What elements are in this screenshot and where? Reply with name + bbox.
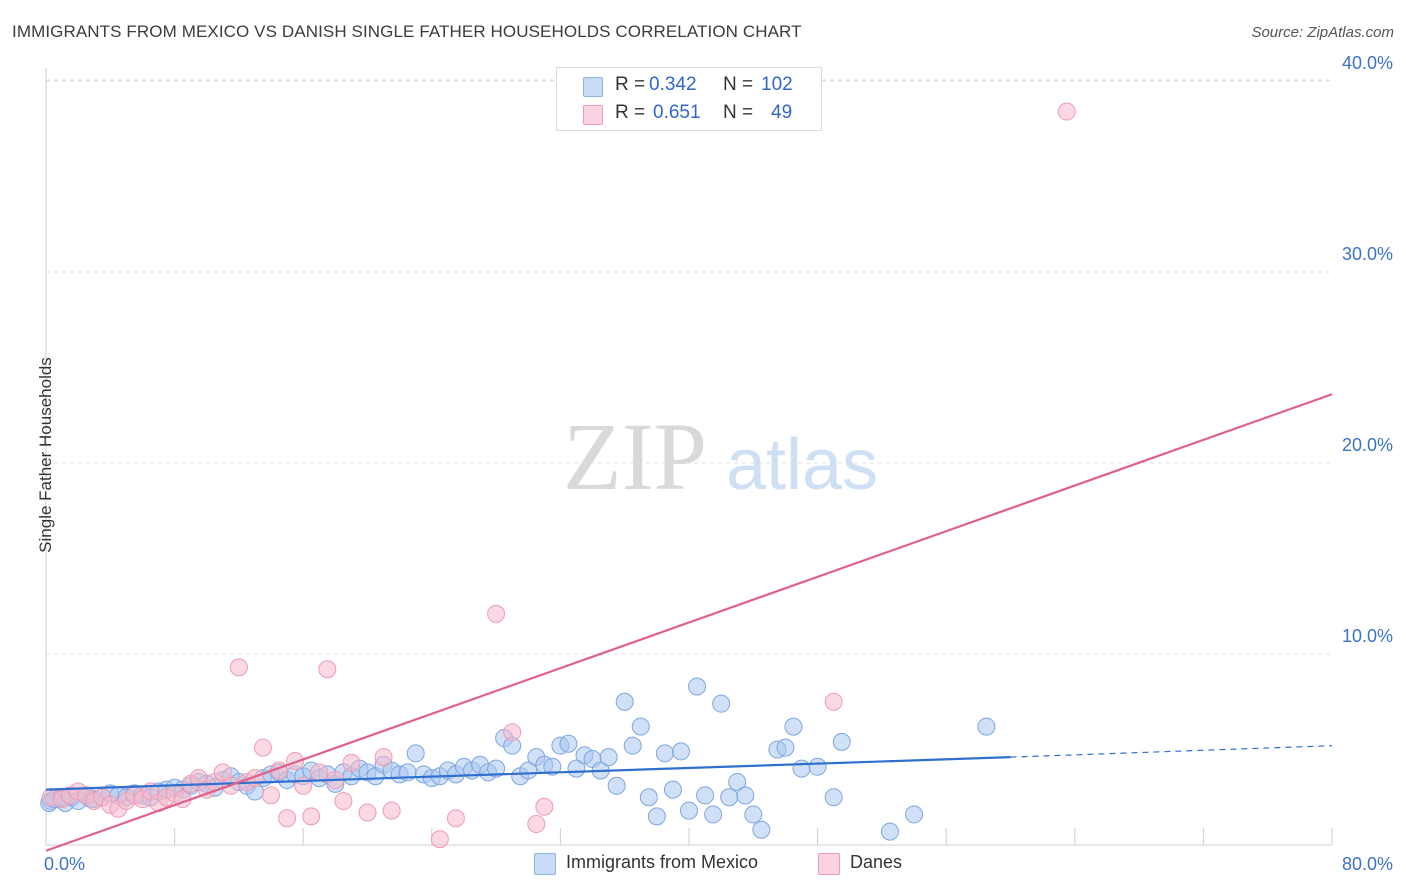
danes-point [1057, 102, 1076, 121]
y-tick-label: 20.0% [1342, 435, 1393, 455]
source-label: Source: ZipAtlas.com [1251, 24, 1394, 41]
danes-point [446, 809, 465, 828]
danes-point [254, 738, 273, 757]
stats-r-label: R = [615, 102, 646, 123]
danes-point [358, 803, 377, 822]
danes-point [334, 792, 353, 811]
legend-label-danes: Danes [850, 852, 903, 872]
x-tick-label: 0.0% [44, 854, 85, 874]
mexico-point [623, 736, 642, 755]
danes-point [503, 723, 522, 742]
danes-point [302, 807, 321, 826]
mexico-point [696, 786, 715, 805]
mexico-point [599, 748, 618, 767]
x-tick-label: 80.0% [1342, 854, 1393, 874]
danes-point [487, 604, 506, 623]
mexico-point [631, 717, 650, 736]
danes-point [213, 763, 232, 782]
mexico-point [543, 757, 562, 776]
mexico-point [559, 734, 578, 753]
mexico-point [977, 717, 996, 736]
stats-n-value: 49 [771, 102, 793, 123]
tick-labels: 10.0% 20.0% 30.0% 40.0% 0.0% 80.0% [44, 53, 1393, 874]
stats-r-value: 0.651 [653, 102, 701, 123]
mexico-point [905, 805, 924, 824]
danes-point [278, 809, 297, 828]
grid-lines [46, 79, 1332, 655]
mexico-point [647, 807, 666, 826]
stats-n-label: N = [723, 102, 754, 123]
mexico-point [792, 759, 811, 778]
legend-swatch-mexico [534, 853, 556, 875]
mexico-point [776, 738, 795, 757]
danes-point [229, 658, 248, 677]
mexico-point [744, 805, 763, 824]
mexico-point [736, 786, 755, 805]
mexico-point [784, 717, 803, 736]
chart-title: IMMIGRANTS FROM MEXICO VS DANISH SINGLE … [12, 22, 802, 41]
axes [45, 68, 1333, 846]
mexico-point [704, 805, 723, 824]
mexico-point [487, 759, 506, 778]
danes-point [535, 797, 554, 816]
mexico-point [720, 788, 739, 807]
mexico-trend-extension [1010, 745, 1333, 758]
mexico-point [832, 732, 851, 751]
watermark: ZIP atlas [563, 403, 878, 510]
danes-point [286, 751, 305, 770]
mexico-trend-line [45, 756, 1011, 791]
legend-swatch-danes [818, 853, 840, 875]
legend-label-mexico: Immigrants from Mexico [566, 852, 759, 872]
trend-lines [45, 393, 1333, 852]
mexico-point [607, 776, 626, 795]
mexico-point [712, 694, 731, 713]
data-points [40, 102, 1076, 849]
mexico-point [671, 742, 690, 761]
mexico-point [639, 788, 658, 807]
mexico-point [752, 820, 771, 839]
y-tick-label: 10.0% [1342, 626, 1393, 646]
mexico-point [406, 744, 425, 763]
watermark-zip: ZIP [563, 403, 707, 510]
stats-swatch-danes [583, 105, 603, 125]
mexico-point [824, 788, 843, 807]
mexico-point [728, 772, 747, 791]
y-axis-label: Single Father Households [36, 357, 55, 553]
stats-swatch-mexico [583, 77, 603, 97]
danes-point [374, 748, 393, 767]
mexico-point [663, 780, 682, 799]
danes-point [262, 786, 281, 805]
stats-r-label: R = [615, 74, 646, 95]
mexico-point [808, 757, 827, 776]
mexico-point [680, 801, 698, 820]
mexico-point [688, 677, 707, 696]
mexico-point [615, 692, 634, 711]
stats-n-label: N = [723, 74, 754, 95]
mexico-point [880, 822, 899, 841]
danes-point [527, 814, 546, 833]
danes-point [310, 763, 329, 782]
danes-point [430, 830, 449, 849]
mexico-point [519, 761, 538, 780]
stats-r-value: 0.342 [649, 74, 697, 95]
danes-trend-line [45, 393, 1333, 852]
danes-point [318, 660, 337, 679]
stats-n-value: 102 [761, 74, 793, 95]
y-tick-label: 30.0% [1342, 244, 1393, 264]
danes-point [824, 692, 843, 711]
stats-box: R = 0.342 N = 102 R = 0.651 N = 49 [556, 67, 822, 131]
danes-point [382, 801, 401, 820]
mexico-point [655, 744, 674, 763]
y-tick-label: 40.0% [1342, 53, 1393, 73]
watermark-atlas: atlas [726, 425, 878, 505]
danes-point [342, 753, 361, 772]
